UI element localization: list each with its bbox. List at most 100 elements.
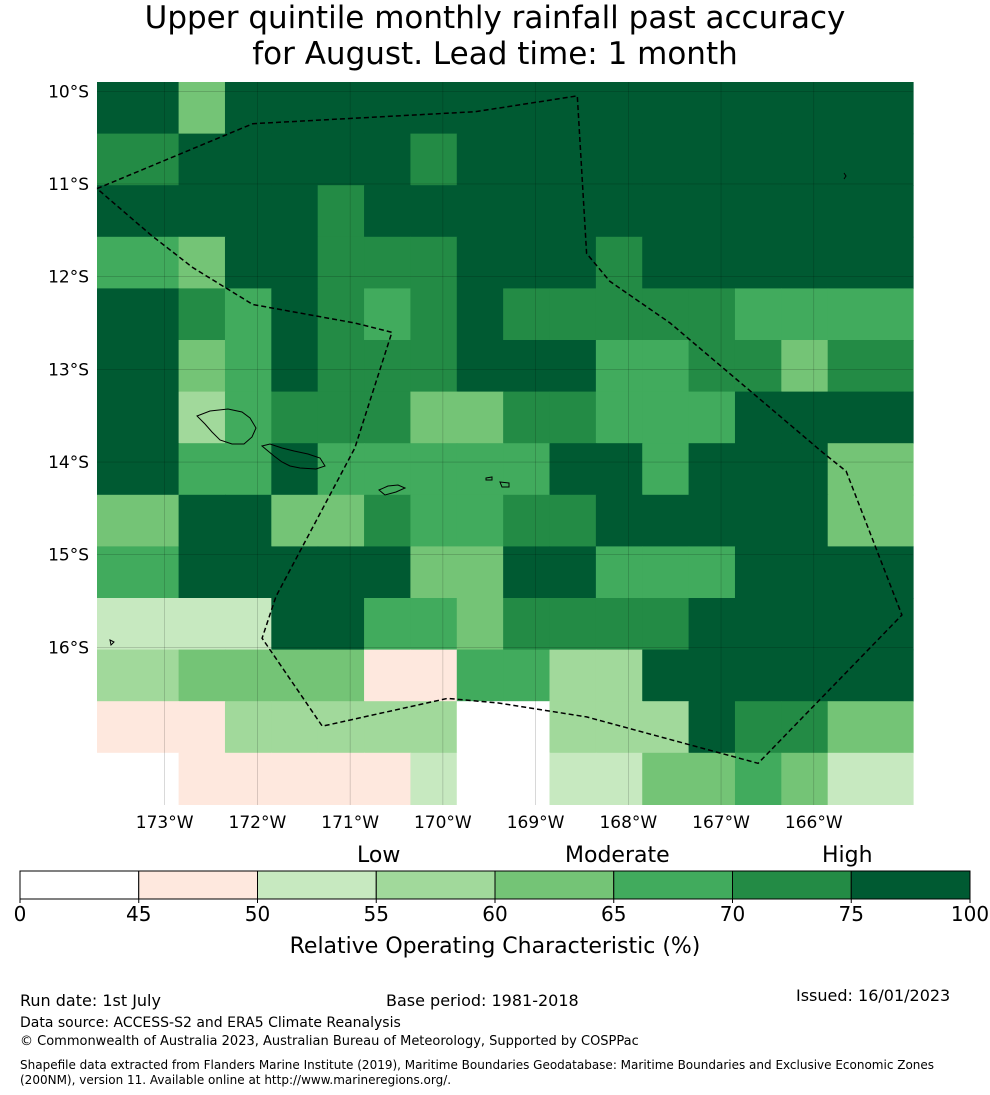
grid-cell xyxy=(97,236,180,289)
grid-cell xyxy=(224,649,272,702)
grid-cell xyxy=(364,649,412,702)
grid-cell xyxy=(642,546,690,599)
grid-cell xyxy=(549,391,597,444)
latitude-label: 12°S xyxy=(48,268,89,288)
manua-island-1 xyxy=(485,476,493,481)
grid-cell xyxy=(410,752,458,805)
grid-cell xyxy=(364,82,412,135)
colorbar-segment xyxy=(494,870,615,900)
grid-cell xyxy=(364,494,412,547)
grid-cell xyxy=(827,443,914,496)
grid-cell xyxy=(688,546,736,599)
grid-cell xyxy=(364,391,412,444)
grid-cell xyxy=(503,649,551,702)
longitude-label: 169°W xyxy=(507,813,565,833)
grid-cell xyxy=(456,598,504,651)
grid-cell xyxy=(595,288,643,341)
grid-cell xyxy=(364,288,412,341)
grid-cell xyxy=(503,752,551,805)
manua-island-2 xyxy=(499,481,510,488)
grid-cell xyxy=(97,82,180,135)
grid-cell xyxy=(642,598,690,651)
grid-cell xyxy=(734,546,782,599)
grid-cell xyxy=(595,340,643,393)
savaii-island xyxy=(196,408,257,445)
grid-cell xyxy=(688,494,736,547)
colorbar-tick-label: 45 xyxy=(126,902,151,926)
grid-cell xyxy=(595,649,643,702)
grid-cell xyxy=(781,288,829,341)
grid-cell xyxy=(97,185,180,238)
grid-cell xyxy=(642,185,690,238)
grid-cell xyxy=(224,598,272,651)
grid-cell xyxy=(595,546,643,599)
grid-cell xyxy=(827,494,914,547)
grid-cell xyxy=(688,443,736,496)
longitude-label: 173°W xyxy=(136,813,194,833)
grid-cell xyxy=(317,391,365,444)
grid-cell xyxy=(456,494,504,547)
data-source: Data source: ACCESS-S2 and ERA5 Climate … xyxy=(20,1015,401,1031)
grid-cell xyxy=(456,752,504,805)
grid-cell xyxy=(827,82,914,135)
grid-cell xyxy=(642,133,690,186)
grid-cell xyxy=(271,236,319,289)
grid-cell xyxy=(410,649,458,702)
colorbar-tick-label: 55 xyxy=(364,902,389,926)
grid-cell xyxy=(827,185,914,238)
grid-cell xyxy=(688,752,736,805)
colorbar-segment xyxy=(19,870,140,900)
grid-cell xyxy=(781,546,829,599)
grid-cell xyxy=(364,752,412,805)
grid-cell xyxy=(97,546,180,599)
grid-cell xyxy=(271,598,319,651)
eez-boundary xyxy=(96,95,903,765)
grid-cell xyxy=(364,546,412,599)
grid-cell xyxy=(224,133,272,186)
colorbar-tick-label: 65 xyxy=(601,902,626,926)
grid-cell xyxy=(97,340,180,393)
shapefile-credit: Shapefile data extracted from Flanders M… xyxy=(20,1058,935,1087)
grid-cell xyxy=(456,443,504,496)
grid-cell xyxy=(317,649,365,702)
base-period: Base period: 1981-2018 xyxy=(386,991,579,1010)
grid-cell xyxy=(503,443,551,496)
grid-cell xyxy=(456,701,504,754)
longitude-label: 171°W xyxy=(321,813,379,833)
grid-cell xyxy=(224,185,272,238)
grid-cell xyxy=(97,701,180,754)
grid-cell xyxy=(224,752,272,805)
grid-cell xyxy=(271,546,319,599)
grid-cell xyxy=(595,701,643,754)
latitude-label: 10°S xyxy=(48,82,89,102)
run-date: Run date: 1st July xyxy=(20,991,161,1010)
grid-cell xyxy=(456,649,504,702)
swains-island xyxy=(843,172,847,180)
samoa-coastlines xyxy=(109,172,847,647)
colorbar xyxy=(19,870,971,900)
grid-cell xyxy=(781,391,829,444)
grid-cell xyxy=(781,701,829,754)
colorbar-segment xyxy=(732,870,852,900)
latitude-labels: 10°S 11°S 12°S 13°S 14°S 15°S 16°S xyxy=(48,82,89,658)
grid-cell xyxy=(410,598,458,651)
grid-cell xyxy=(642,494,690,547)
grid-cell xyxy=(364,340,412,393)
longitude-label: 167°W xyxy=(692,813,750,833)
grid-cell xyxy=(456,546,504,599)
grid-cell xyxy=(549,649,597,702)
category-moderate: Moderate xyxy=(565,843,670,868)
grid-cell xyxy=(642,649,690,702)
grid-cell xyxy=(827,340,914,393)
grid-cell xyxy=(178,82,226,135)
grid-cell xyxy=(827,701,914,754)
longitude-labels: 173°W 172°W 171°W 170°W 169°W 168°W 167°W 166°W xyxy=(136,813,843,833)
grid-cell xyxy=(503,546,551,599)
colorbar-tick-label: 0 xyxy=(14,902,27,926)
grid-cell xyxy=(364,598,412,651)
longitude-label: 170°W xyxy=(414,813,472,833)
grid-cell xyxy=(224,236,272,289)
grid-cell xyxy=(410,133,458,186)
grid-cell xyxy=(503,236,551,289)
grid-cell xyxy=(827,649,914,702)
